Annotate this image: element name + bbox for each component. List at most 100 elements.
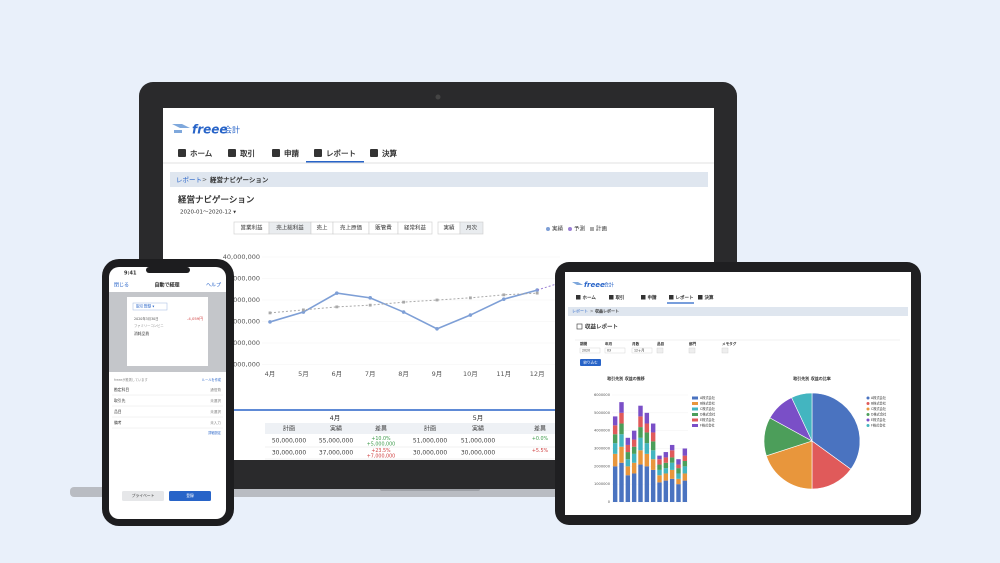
filter-label: 月数 — [631, 341, 640, 346]
filter-input[interactable] — [579, 347, 601, 354]
filter-input[interactable] — [604, 347, 626, 354]
bar-segment — [657, 482, 662, 502]
rule-link[interactable]: ルールを作成 — [202, 377, 222, 382]
nav-item[interactable]: 決算 — [705, 294, 714, 301]
page-title: 経営ナビゲーション — [177, 195, 255, 206]
apply-button[interactable] — [580, 359, 601, 366]
logo: freee — [192, 123, 228, 137]
private-button[interactable] — [122, 491, 164, 501]
account: 消耗品費 — [134, 331, 149, 336]
legend-label: A株式会社 — [700, 395, 716, 400]
period: 2020-01〜2020-12 ▾ — [180, 210, 236, 216]
legend-label: 実績 — [552, 225, 564, 233]
legend-label: E株式会社 — [700, 417, 716, 422]
point — [302, 308, 305, 312]
logo: freee — [584, 281, 605, 289]
table-cell: 51,000,000 — [413, 438, 448, 445]
field-value: 未入力 — [210, 420, 221, 425]
x-tick-label: 5月 — [298, 370, 309, 378]
phone-notch — [146, 267, 190, 273]
field-value: 未選択 — [210, 409, 221, 414]
bar-segment — [657, 464, 662, 470]
chart-title: 取引先別 収益の比率 — [792, 375, 830, 381]
table-cell: 50,000,000 — [272, 438, 307, 445]
bar-segment — [612, 443, 618, 454]
field-label: 備考 — [114, 420, 122, 425]
legend-swatch — [866, 418, 870, 422]
point — [468, 313, 473, 317]
bar-segment — [676, 459, 681, 465]
date: 2020年3月30日 — [134, 316, 159, 321]
y-tick-label: 25,000,000 — [223, 318, 260, 326]
nav-item[interactable]: 決算 — [382, 148, 397, 158]
bar-segment — [650, 423, 656, 433]
nav-item[interactable]: ホーム — [583, 294, 597, 301]
nav-item[interactable]: 取引 — [240, 148, 255, 158]
pie-slice — [765, 440, 813, 490]
nav-item[interactable]: 申請 — [648, 294, 657, 301]
filter-label: 品目 — [657, 341, 665, 346]
point — [502, 297, 506, 301]
filter-value: 12ヶ月 — [634, 349, 644, 353]
bar-segment — [650, 450, 656, 460]
bar-segment — [676, 468, 681, 474]
legend-label: F株式会社 — [700, 423, 715, 428]
point — [535, 291, 539, 295]
point — [335, 305, 339, 309]
filter-input[interactable] — [688, 347, 696, 354]
nav-icon — [228, 149, 236, 157]
filter-input[interactable] — [631, 347, 653, 354]
chart-title: 取引先別 収益の推移 — [606, 375, 644, 381]
breadcrumb-sep: > — [590, 309, 593, 314]
bar-segment — [638, 416, 643, 428]
legend-swatch — [692, 413, 698, 416]
register-button[interactable] — [169, 491, 211, 501]
bar-segment — [638, 464, 643, 502]
field-value: 未選択 — [210, 398, 221, 403]
y-tick-label: 4000000 — [594, 429, 611, 433]
nav-item[interactable]: ホーム — [190, 149, 213, 158]
breadcrumb: レポート — [176, 176, 202, 184]
nav-item[interactable]: レポート — [326, 148, 356, 158]
bar-segment — [682, 466, 688, 474]
close-button[interactable]: 閉じる — [114, 283, 129, 289]
bar-segment — [638, 437, 643, 451]
nav-item[interactable]: 申請 — [284, 148, 299, 158]
y-tick-label: 5000000 — [594, 411, 611, 415]
help-button[interactable]: ヘルプ — [206, 283, 221, 289]
breadcrumb-bar — [170, 172, 708, 187]
table-cell: +7,000,000 — [367, 454, 395, 460]
series-line — [269, 292, 538, 314]
metric-tab[interactable] — [397, 221, 433, 235]
breadcrumb: 経営ナビゲーション — [209, 175, 269, 184]
bar-segment — [657, 469, 662, 476]
nav-icon — [314, 149, 322, 157]
nav-icon — [641, 295, 646, 300]
legend-swatch — [590, 227, 594, 231]
view-tab[interactable] — [459, 221, 484, 235]
legend-label: B株式会社 — [871, 401, 887, 406]
bar-segment — [644, 453, 650, 467]
legend-label: A株式会社 — [871, 395, 887, 400]
nav-item[interactable]: 取引 — [616, 294, 625, 301]
breadcrumb-bar — [568, 307, 908, 316]
table-cell: 30,000,000 — [272, 450, 307, 457]
bar-segment — [625, 437, 631, 445]
detail-link[interactable]: 詳細設定 — [208, 430, 222, 435]
breadcrumb: レポート — [572, 308, 588, 314]
nav-icon — [272, 149, 280, 157]
nav-icon — [576, 295, 581, 300]
view-tab-label: 月次 — [466, 224, 478, 232]
legend-swatch — [692, 418, 698, 422]
button-label: プライベート — [132, 493, 155, 498]
filter-label: 部門 — [689, 341, 697, 346]
breadcrumb-sep: > — [202, 177, 207, 184]
nav-item[interactable]: レポート — [676, 294, 694, 301]
table-cell: 37,000,000 — [319, 450, 354, 457]
logo-product: 会計 — [224, 125, 240, 135]
filter-input[interactable] — [721, 347, 729, 354]
filter-input[interactable] — [656, 347, 664, 354]
point — [368, 296, 373, 300]
